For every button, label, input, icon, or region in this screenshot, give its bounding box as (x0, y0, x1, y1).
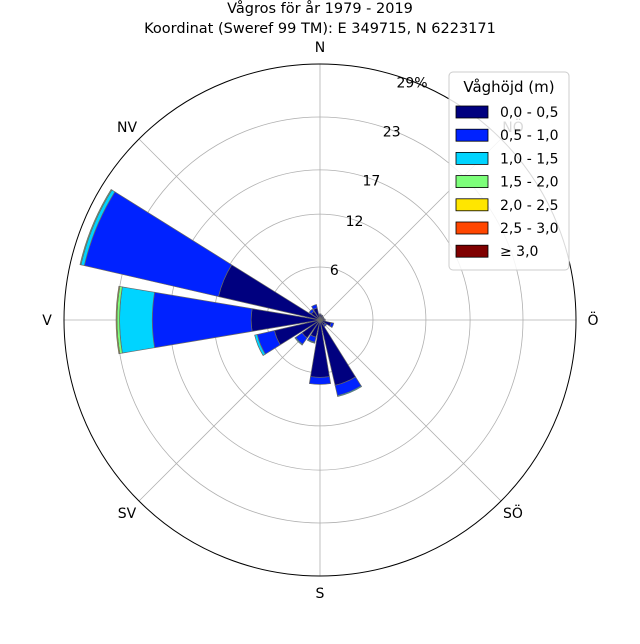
bar-segment (329, 322, 335, 328)
legend-swatch (455, 175, 489, 189)
radial-tick-label: 17 (362, 173, 380, 189)
chart-subtitle: Koordinat (Sweref 99 TM): E 349715, N 62… (144, 21, 496, 37)
bar-segment (320, 314, 324, 317)
bar-segment (308, 376, 332, 385)
legend-entry-label: 1,5 - 2,0 (500, 175, 558, 191)
legend-entry-label: ≥ 3,0 (500, 244, 538, 260)
bar-segment (306, 338, 316, 344)
legend-swatch (455, 244, 489, 258)
bar-segment (308, 308, 315, 315)
legend-box (448, 71, 570, 271)
bar-segment (79, 189, 113, 266)
direction-label: N (315, 40, 325, 56)
bar-segment (294, 336, 304, 346)
radial-tick-label: 6 (330, 263, 339, 279)
sector-bars (79, 189, 363, 397)
direction-label: S (316, 586, 325, 602)
legend-entry-label: 2,5 - 3,0 (500, 221, 558, 237)
grid-spoke (138, 319, 321, 502)
bar-segment (323, 323, 327, 327)
polar-grid (63, 63, 577, 577)
legend-swatch (455, 105, 489, 119)
direction-label: SÖ (503, 504, 523, 522)
bar-segment (337, 385, 363, 397)
legend-swatch (455, 198, 489, 212)
bar-segment (119, 286, 155, 354)
legend-swatch (455, 151, 489, 165)
legend: Våghöjd (m) 0,0 - 0,5 0,5 - 1,0 1,0 - 1,5 1,… (448, 71, 570, 271)
legend-swatch (455, 221, 489, 235)
bar-segment (254, 334, 266, 357)
direction-label: Ö (587, 311, 598, 329)
bar-segment (311, 304, 318, 311)
radial-tick-label: 29% (396, 76, 427, 92)
legend-title: Våghöjd (m) (463, 78, 554, 96)
direction-label: NV (117, 120, 137, 136)
direction-label: V (42, 313, 52, 329)
radial-tick-label: 12 (346, 214, 364, 230)
legend-entry-label: 0,0 - 0,5 (500, 105, 558, 121)
outer-ring (63, 63, 577, 577)
bar-segment (83, 191, 233, 297)
bar-segment (323, 318, 326, 322)
grid-spoke (138, 138, 321, 321)
radial-tick-label: 23 (383, 124, 401, 140)
grid-spoke (319, 319, 502, 502)
bar-segment (318, 313, 322, 316)
chart-title: Vågros för år 1979 - 2019 (227, 0, 413, 17)
legend-entry-label: 0,5 - 1,0 (500, 128, 558, 144)
direction-label: SV (118, 506, 137, 522)
legend-entry-label: 1,0 - 1,5 (500, 151, 558, 167)
legend-entry-label: 2,0 - 2,5 (500, 198, 558, 214)
bar-segment (115, 285, 121, 355)
legend-swatch (455, 128, 489, 142)
